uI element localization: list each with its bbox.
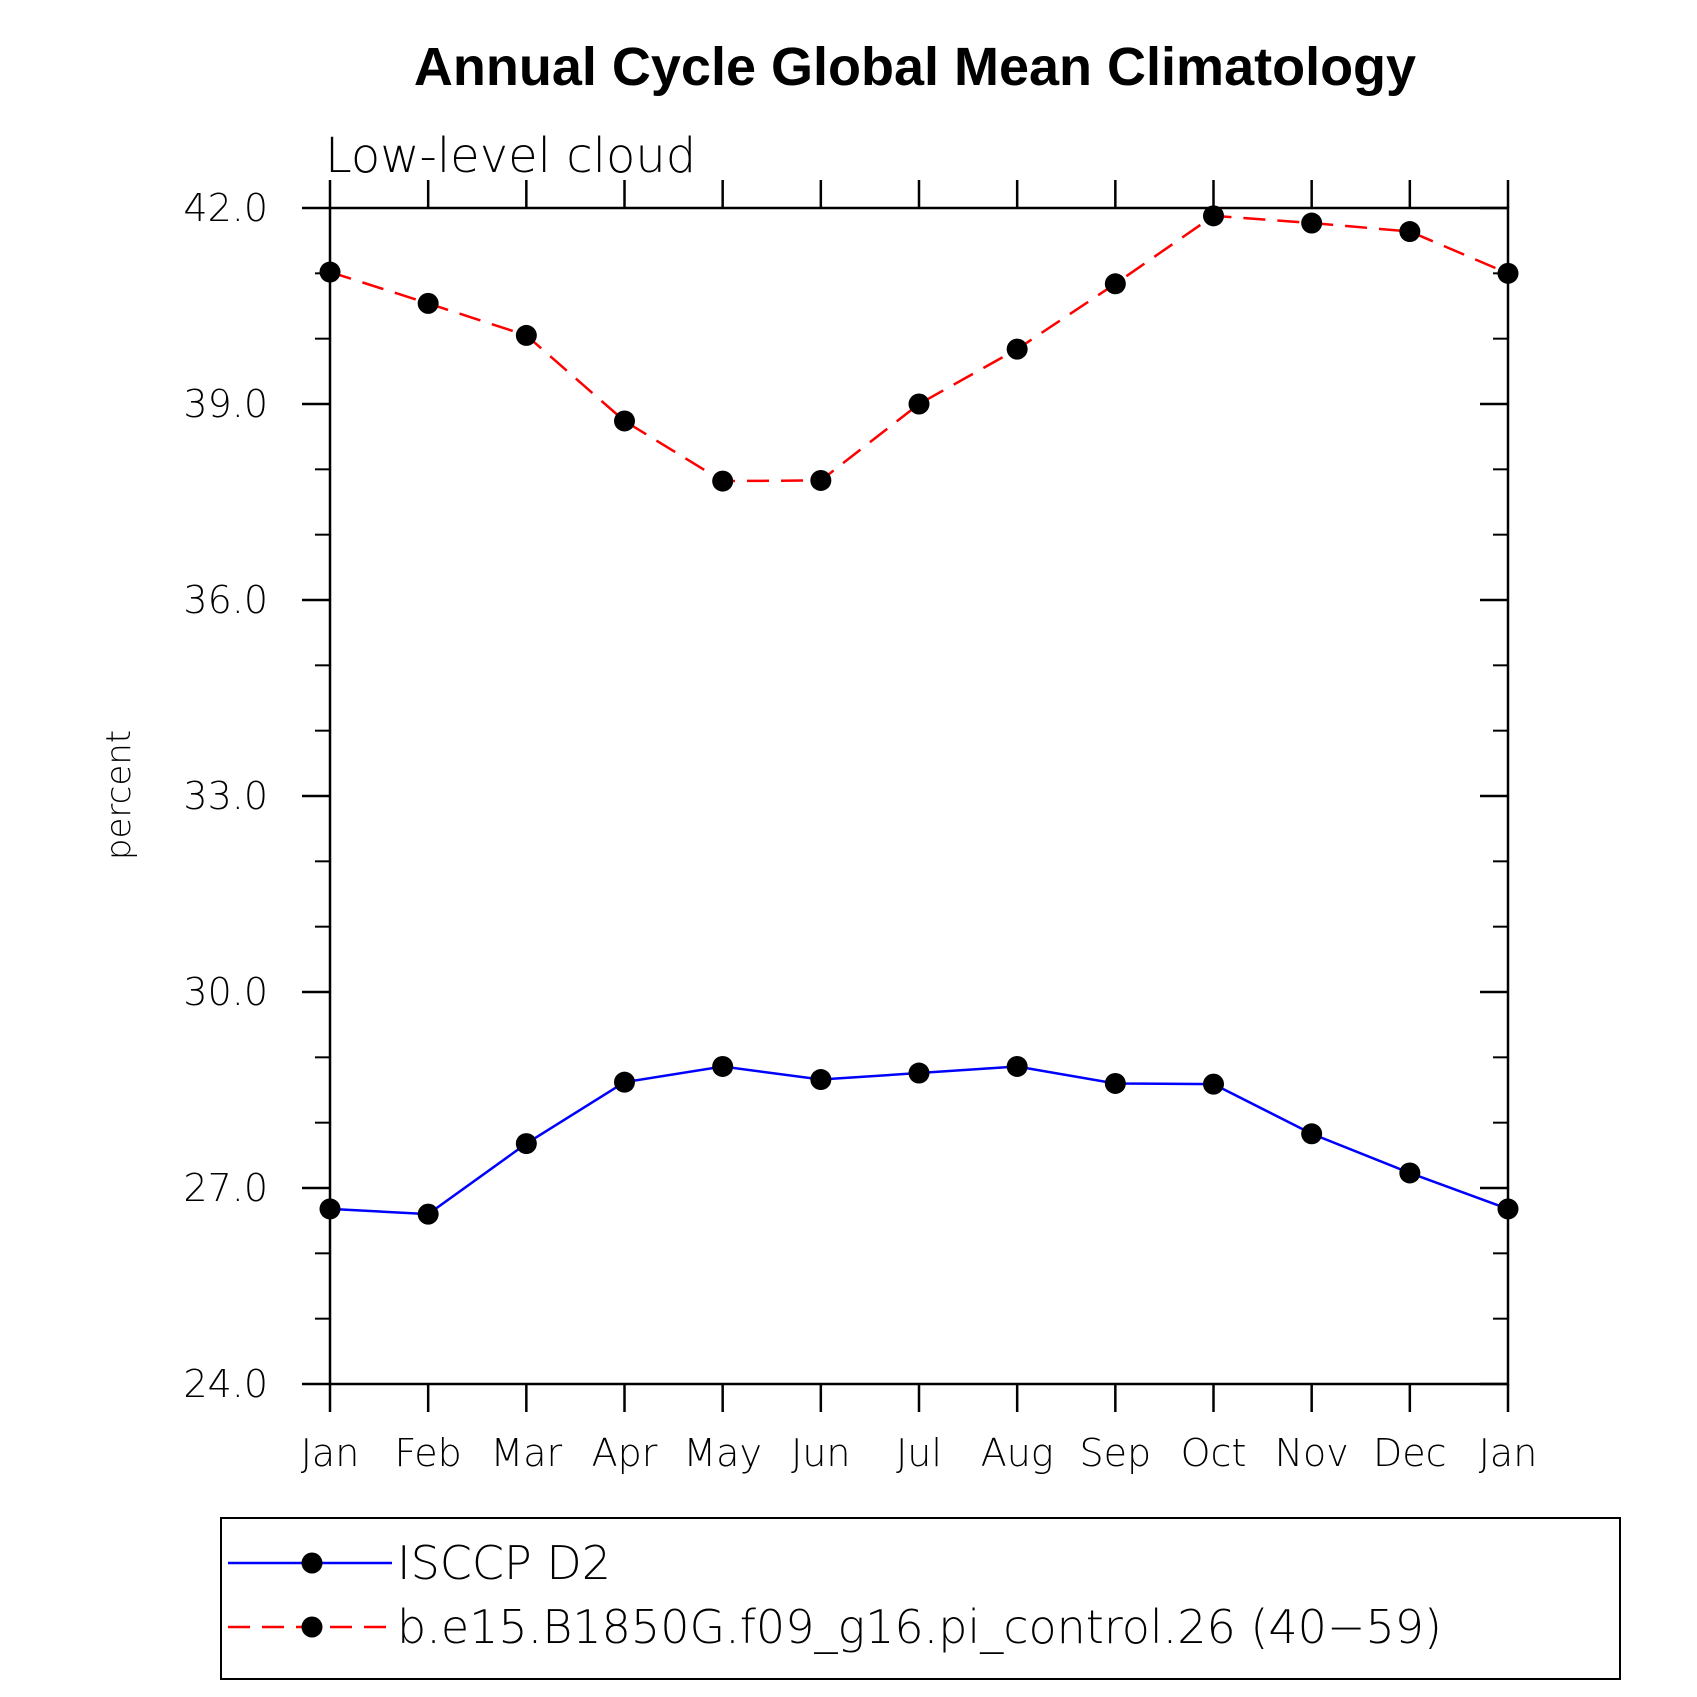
- y-tick-label: 33.0: [183, 774, 268, 818]
- x-tick-label: May: [683, 1431, 762, 1475]
- series-1-point: [810, 1069, 832, 1091]
- series-2-point: [1104, 273, 1126, 295]
- series-2-point: [908, 393, 930, 415]
- x-tick-label: Nov: [1275, 1431, 1349, 1475]
- x-tick-label: Feb: [395, 1431, 462, 1475]
- x-tick-label: Mar: [490, 1431, 562, 1475]
- series-1-point: [908, 1062, 930, 1084]
- series-layer: [319, 205, 1519, 1225]
- series-line-1: [329, 1065, 1509, 1216]
- x-tick-label: Jan: [301, 1431, 360, 1475]
- x-tick-label: Jan: [1479, 1431, 1538, 1475]
- chart-subtitle: Low-level cloud: [325, 128, 696, 184]
- y-tick-label: 30.0: [183, 970, 268, 1014]
- legend-items: ISCCP D2 b.e15.B1850G.f09_g16.pi_control.…: [228, 1536, 1442, 1654]
- x-tick-label: Sep: [1080, 1431, 1152, 1475]
- series-1-point: [712, 1055, 734, 1077]
- legend-box: [220, 1517, 1621, 1680]
- series-1-point: [1006, 1055, 1028, 1077]
- legend-marker-1: [301, 1552, 323, 1574]
- series-2-point: [712, 470, 734, 492]
- y-tick-label: 39.0: [183, 382, 268, 426]
- series-2-point: [319, 261, 341, 283]
- y-tick-label: 36.0: [183, 578, 268, 622]
- series-1-point: [417, 1203, 439, 1225]
- axis-ticks: Jan Feb Mar Apr May Jun Jul Aug Sep Oct Nov Dec Jan 2…: [183, 180, 1537, 1475]
- plot-frame: [328, 206, 1510, 1386]
- x-tick-label: Jun: [791, 1431, 850, 1475]
- legend: ISCCP D2 b.e15.B1850G.f09_g16.pi_control.…: [220, 1517, 1621, 1680]
- y-tick-label: 27.0: [183, 1166, 268, 1210]
- series-2-point: [1399, 221, 1421, 243]
- x-tick-label: Dec: [1373, 1431, 1447, 1475]
- series-1-point: [1399, 1162, 1421, 1184]
- series-line-2: [329, 214, 1509, 483]
- x-tick-label: Aug: [981, 1431, 1054, 1475]
- series-2-point: [810, 469, 832, 491]
- x-tick-label: Jul: [896, 1431, 942, 1475]
- x-tick-label: Apr: [592, 1431, 658, 1475]
- series-2-point: [1203, 205, 1224, 227]
- series-1-point: [614, 1071, 635, 1093]
- series-2-point: [1497, 262, 1519, 284]
- x-tick-label: Oct: [1181, 1431, 1247, 1475]
- series-1-point: [1203, 1073, 1224, 1095]
- series-2-point: [1301, 212, 1323, 234]
- series-1-point: [515, 1133, 537, 1155]
- series-1-point: [319, 1198, 341, 1220]
- series-2-point: [1006, 338, 1028, 360]
- series-2-point: [614, 410, 635, 432]
- series-2-point: [515, 324, 537, 346]
- series-1-point: [1497, 1198, 1519, 1220]
- y-tick-label: 24.0: [183, 1362, 268, 1406]
- chart-title: Annual Cycle Global Mean Climatology: [414, 37, 1416, 97]
- legend-label-2: b.e15.B1850G.f09_g16.pi_control.26 (40−5…: [397, 1600, 1442, 1654]
- y-axis-label: percent: [99, 730, 139, 860]
- legend-label-1: ISCCP D2: [397, 1536, 611, 1590]
- legend-marker-2: [301, 1616, 323, 1638]
- y-tick-label: 42.0: [183, 186, 268, 230]
- series-1-point: [1301, 1123, 1323, 1145]
- series-1-point: [1104, 1072, 1126, 1094]
- series-2-point: [417, 292, 439, 314]
